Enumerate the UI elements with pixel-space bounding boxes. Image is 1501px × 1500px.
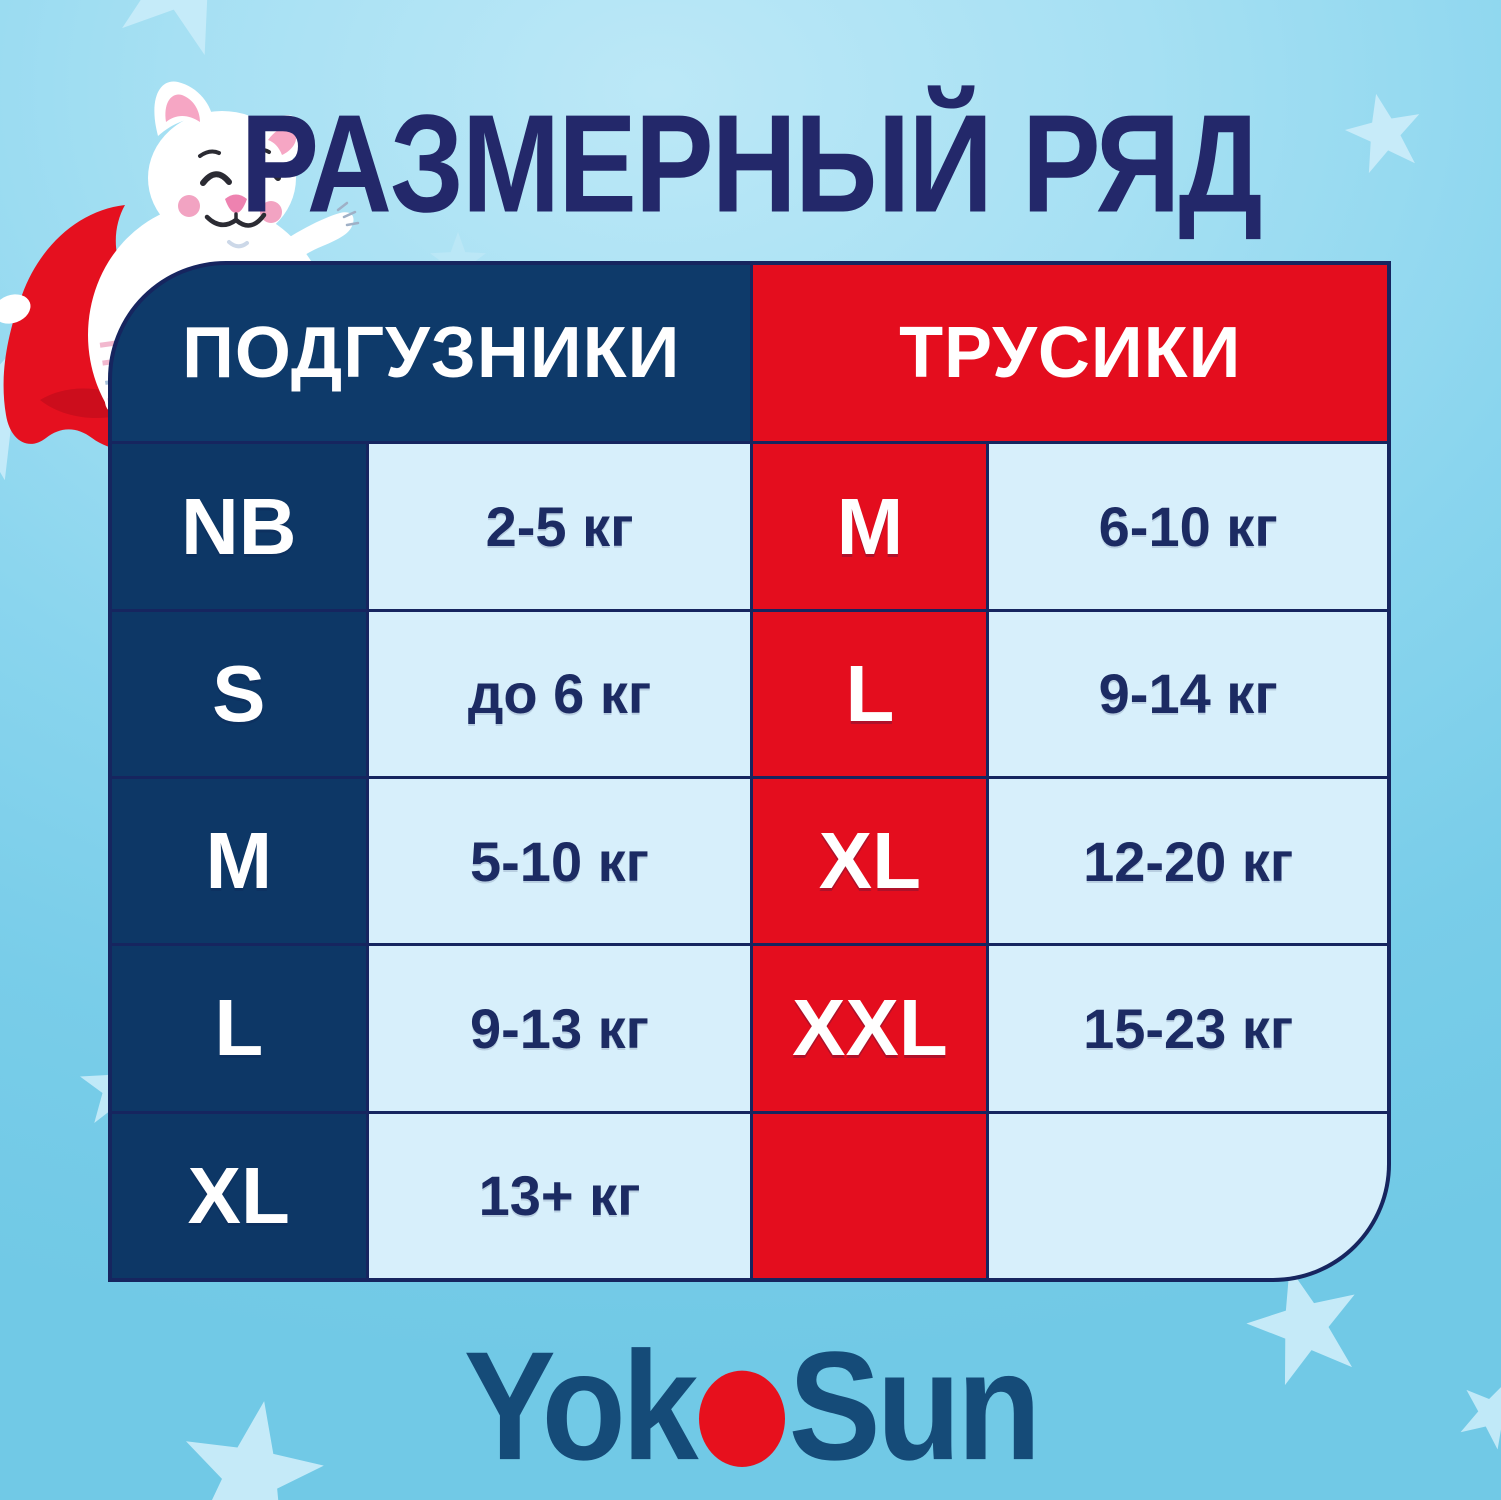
logo-text-yok: Yok bbox=[463, 1320, 699, 1493]
brand-logo: Yok Sun bbox=[0, 1318, 1501, 1496]
pants-size-cell bbox=[753, 1113, 987, 1278]
pants-size-label: XXL bbox=[792, 983, 948, 1073]
diaper-size-label: L bbox=[214, 983, 264, 1073]
diaper-weight-label: 5-10 кг bbox=[470, 829, 650, 893]
pants-weight-cell bbox=[989, 1113, 1387, 1278]
size-table: ПОДГУЗНИКИ ТРУСИКИ NB 2-5 кг M 6-10 кг S… bbox=[108, 261, 1391, 1282]
diaper-weight-label: 13+ кг bbox=[478, 1164, 641, 1228]
pants-size-cell: M bbox=[753, 444, 987, 609]
pants-weight-label: 15-23 кг bbox=[1083, 996, 1294, 1060]
diaper-weight-cell: до 6 кг bbox=[368, 611, 751, 776]
diaper-size-cell: M bbox=[112, 779, 366, 944]
diaper-size-label: S bbox=[212, 648, 266, 738]
diaper-size-label: NB bbox=[181, 481, 297, 571]
pants-weight-cell: 6-10 кг bbox=[989, 444, 1387, 609]
pants-weight-label: 6-10 кг bbox=[1098, 495, 1278, 558]
pants-weight-label: 12-20 кг bbox=[1083, 829, 1294, 893]
column-header-diapers: ПОДГУЗНИКИ bbox=[112, 265, 751, 442]
red-dot-icon bbox=[698, 1370, 785, 1467]
logo-text-sun: Sun bbox=[788, 1320, 1042, 1493]
star-icon bbox=[97, 0, 273, 63]
diaper-weight-label: 2-5 кг bbox=[485, 495, 634, 558]
page-title: РАЗМЕРНЫЙ РЯД bbox=[240, 86, 1262, 243]
diaper-size-cell: S bbox=[112, 611, 366, 776]
diaper-size-cell: L bbox=[112, 946, 366, 1111]
diaper-size-label: XL bbox=[187, 1150, 290, 1240]
pants-size-label: L bbox=[845, 648, 895, 738]
pants-weight-label: 9-14 кг bbox=[1098, 662, 1278, 726]
diaper-weight-cell: 9-13 кг bbox=[368, 946, 751, 1111]
pants-weight-cell: 15-23 кг bbox=[989, 946, 1387, 1111]
diaper-weight-label: 9-13 кг bbox=[470, 996, 650, 1060]
diapers-header-label: ПОДГУЗНИКИ bbox=[182, 313, 681, 394]
pants-size-cell: L bbox=[753, 611, 987, 776]
pants-size-cell: XL bbox=[753, 779, 987, 944]
diaper-size-label: M bbox=[205, 816, 273, 906]
diaper-weight-cell: 2-5 кг bbox=[368, 444, 751, 609]
diaper-size-cell: NB bbox=[112, 444, 366, 609]
pants-weight-cell: 12-20 кг bbox=[989, 779, 1387, 944]
pants-header-label: ТРУСИКИ bbox=[899, 313, 1242, 394]
diaper-weight-label: до 6 кг bbox=[467, 662, 652, 726]
column-header-pants: ТРУСИКИ bbox=[753, 265, 1387, 442]
pants-size-label: M bbox=[836, 481, 904, 571]
pants-size-label: XL bbox=[818, 816, 921, 906]
diaper-weight-cell: 13+ кг bbox=[368, 1113, 751, 1278]
pants-weight-cell: 9-14 кг bbox=[989, 611, 1387, 776]
pants-size-cell: XXL bbox=[753, 946, 987, 1111]
diaper-size-cell: XL bbox=[112, 1113, 366, 1278]
diaper-weight-cell: 5-10 кг bbox=[368, 779, 751, 944]
